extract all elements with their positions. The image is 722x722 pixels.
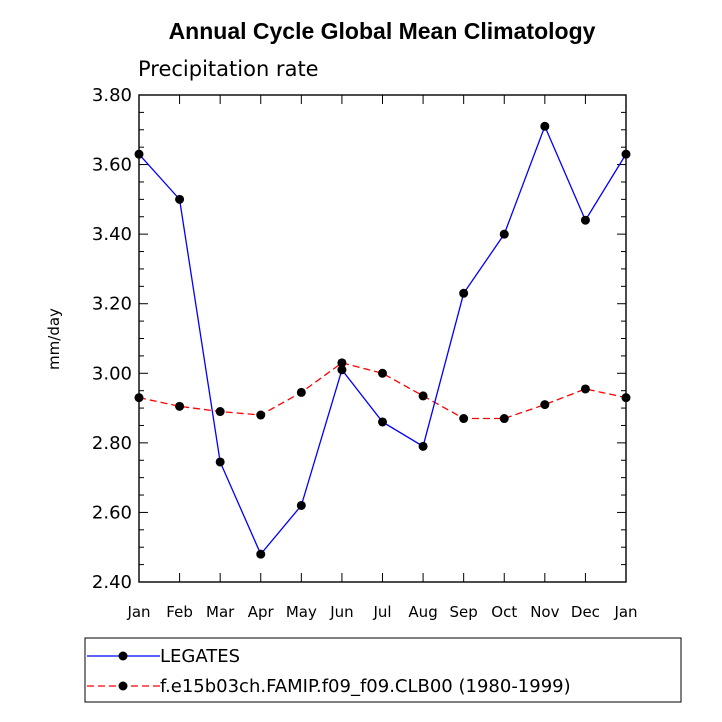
legend-marker-model [118,681,128,691]
data-point [337,358,347,368]
legend-label-model: f.e15b03ch.FAMIP.f09_f09.CLB00 (1980-199… [160,676,571,697]
y-tick-label: 3.20 [92,294,132,315]
y-tick-label: 3.40 [92,224,132,245]
data-point [540,400,550,410]
data-point [580,384,590,394]
y-tick-label: 2.80 [92,433,132,454]
data-point [418,391,428,401]
data-point [459,414,469,424]
y-axis-label: mm/day [45,308,63,370]
x-tick-label: Jan [613,603,637,621]
series-line [138,124,627,556]
x-tick-label: Dec [571,603,600,621]
y-tick-label: 2.40 [92,572,132,593]
y-tick-label: 2.60 [92,502,132,523]
y-tick-label: 3.60 [92,155,132,176]
data-point [256,549,266,559]
data-point [296,500,306,510]
legend-marker-legates [118,651,128,661]
data-point [296,387,306,397]
legend-label-legates: LEGATES [160,646,240,667]
legend: LEGATES f.e15b03ch.FAMIP.f09_f09.CLB00 (… [84,637,682,703]
x-tick-label: Oct [491,603,517,621]
data-point [378,368,387,378]
y-tick-label: 3.80 [92,85,132,106]
x-tick-label: Nov [530,603,559,621]
y-ticks: 2.40 2.60 2.80 3.00 3.20 3.40 3.60 3.80 [92,85,626,593]
data-point [580,215,590,225]
legend-box [84,637,682,703]
data-point [337,365,347,375]
data-point [215,407,225,417]
x-tick-label: Jan [126,603,150,621]
x-tick-label: Apr [248,603,275,621]
chart-title: Annual Cycle Global Mean Climatology [169,18,596,44]
x-tick-label: Sep [450,603,478,621]
data-point [459,288,469,298]
x-tick-label: Jul [372,603,391,621]
y-tick-label: 3.00 [92,363,132,384]
chart-subtitle: Precipitation rate [138,57,319,81]
x-ticks: Jan Feb Mar Apr May Jun Jul Aug Sep Oct Nov Dec Jan [126,95,638,621]
data-point [378,417,387,427]
x-tick-label: Jun [329,603,353,621]
data-point [499,229,509,239]
plot-frame [138,94,627,583]
x-tick-label: May [286,603,317,621]
data-point [540,121,550,131]
series-layer [134,121,631,559]
x-tick-label: Aug [408,603,437,621]
x-tick-label: Feb [166,603,193,621]
data-point [499,414,509,424]
data-point [175,401,185,411]
x-tick-label: Mar [206,603,235,621]
data-point [175,194,185,204]
data-point [215,457,225,467]
data-point [418,441,428,451]
data-point [256,410,266,420]
